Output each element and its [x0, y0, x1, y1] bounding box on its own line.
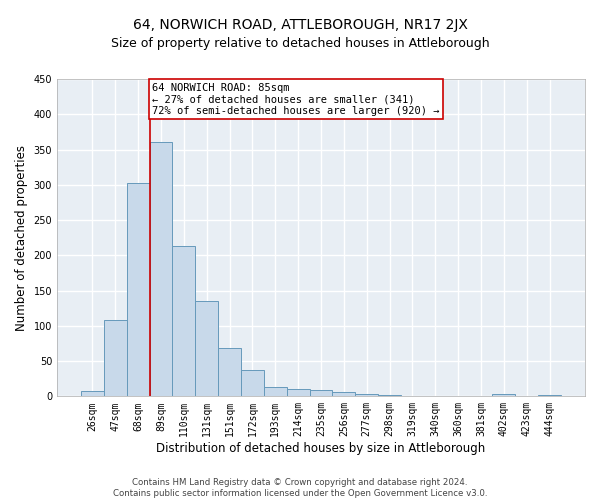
- Bar: [172, 246, 196, 396]
- Bar: [287, 390, 310, 396]
- Text: Contains HM Land Registry data © Crown copyright and database right 2024.
Contai: Contains HM Land Registry data © Crown c…: [113, 478, 487, 498]
- Bar: [81, 390, 104, 396]
- Bar: [378, 395, 401, 396]
- Bar: [538, 395, 561, 396]
- X-axis label: Distribution of detached houses by size in Attleborough: Distribution of detached houses by size …: [157, 442, 485, 455]
- Bar: [127, 184, 149, 396]
- Text: 64, NORWICH ROAD, ATTLEBOROUGH, NR17 2JX: 64, NORWICH ROAD, ATTLEBOROUGH, NR17 2JX: [133, 18, 467, 32]
- Bar: [196, 301, 218, 396]
- Text: 64 NORWICH ROAD: 85sqm
← 27% of detached houses are smaller (341)
72% of semi-de: 64 NORWICH ROAD: 85sqm ← 27% of detached…: [152, 82, 439, 116]
- Bar: [241, 370, 264, 396]
- Y-axis label: Number of detached properties: Number of detached properties: [15, 144, 28, 330]
- Bar: [493, 394, 515, 396]
- Bar: [332, 392, 355, 396]
- Bar: [310, 390, 332, 396]
- Text: Size of property relative to detached houses in Attleborough: Size of property relative to detached ho…: [110, 38, 490, 51]
- Bar: [218, 348, 241, 397]
- Bar: [264, 387, 287, 396]
- Bar: [355, 394, 378, 396]
- Bar: [104, 320, 127, 396]
- Bar: [149, 142, 172, 396]
